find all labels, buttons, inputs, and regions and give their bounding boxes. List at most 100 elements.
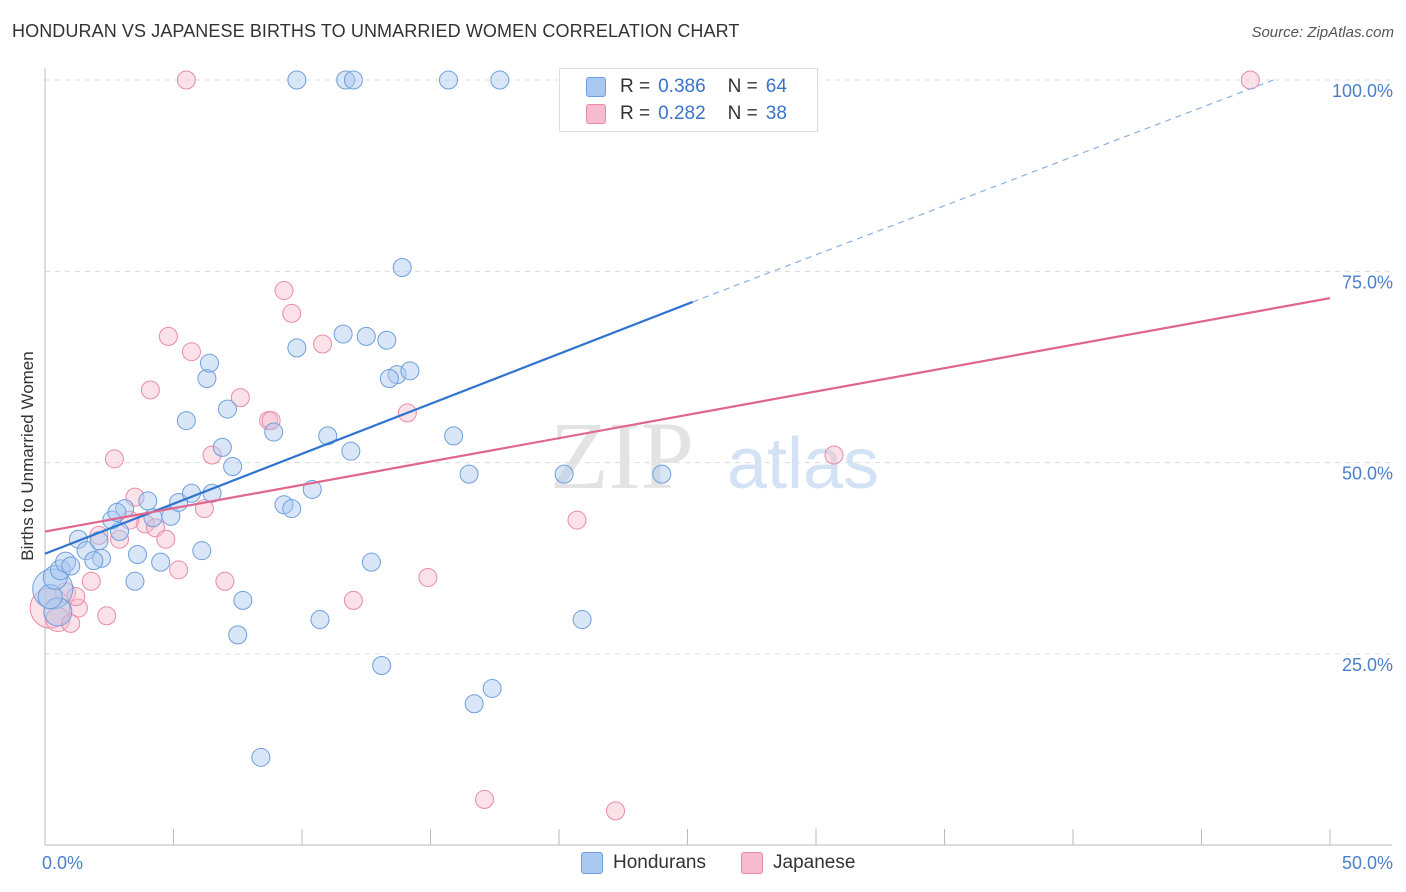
hondurans-point	[125, 571, 145, 591]
hondurans-point	[377, 330, 397, 350]
japanese-legend-label: Japanese	[773, 852, 856, 873]
series-legend: Hondurans Japanese	[0, 852, 1406, 876]
japanese-point	[176, 70, 196, 90]
japanese-trendline	[44, 297, 1331, 533]
hondurans-point	[251, 747, 271, 767]
japanese-point	[215, 571, 235, 591]
japanese-point	[824, 445, 844, 465]
chart-title: HONDURAN VS JAPANESE BIRTHS TO UNMARRIED…	[12, 21, 740, 41]
hondurans-point	[68, 529, 88, 549]
y-tick-label: 100.0%	[1332, 81, 1393, 101]
gridlines	[45, 79, 1392, 655]
japanese-point	[313, 334, 333, 354]
legend-n-label: N =	[727, 103, 758, 124]
hondurans-point	[138, 491, 158, 511]
japanese-point	[110, 529, 130, 549]
hondurans-point	[192, 541, 212, 561]
hondurans-point	[43, 597, 73, 627]
hondurans-point	[459, 464, 479, 484]
series-legend-japanese: Japanese	[741, 852, 855, 874]
hondurans-point	[444, 426, 464, 446]
japanese-point	[567, 510, 587, 530]
japanese-legend-swatch	[741, 852, 763, 874]
hondurans-point	[310, 610, 330, 630]
hondurans-point	[84, 551, 104, 571]
hondurans-point	[37, 584, 63, 610]
japanese-point	[202, 445, 222, 465]
hondurans-point	[228, 625, 248, 645]
hondurans-points	[32, 70, 672, 767]
japanese-point	[66, 587, 86, 607]
legend-r-label: R =	[620, 103, 651, 124]
hondurans-point	[464, 694, 484, 714]
hondurans-point	[128, 545, 148, 565]
legend-row-hondurans: R = 0.386 N = 64	[586, 75, 787, 99]
axes	[44, 68, 1392, 846]
japanese-point	[282, 303, 302, 323]
x-tick-label: 0.0%	[42, 853, 83, 873]
legend-row-japanese: R = 0.282 N = 38	[586, 102, 787, 126]
japanese-point	[68, 598, 88, 618]
hondurans-point	[212, 437, 232, 457]
hondurans-point	[652, 464, 672, 484]
hondurans-point	[379, 368, 399, 388]
hondurans-point	[287, 70, 307, 90]
hondurans-point	[572, 610, 592, 630]
hondurans-point	[264, 422, 284, 442]
x-tick-label: 50.0%	[1342, 853, 1393, 873]
hondurans-legend-swatch	[581, 852, 603, 874]
japanese-point	[61, 613, 81, 633]
japanese-point	[418, 567, 438, 587]
japanese-point	[140, 380, 160, 400]
japanese-point	[343, 590, 363, 610]
japanese-point	[474, 789, 494, 809]
japanese-point	[97, 606, 117, 626]
hondurans-point	[199, 353, 219, 373]
legend-r-value: 0.282	[658, 103, 706, 124]
hondurans-point	[554, 464, 574, 484]
hondurans-point	[490, 70, 510, 90]
trendlines	[44, 79, 1331, 555]
japanese-point	[181, 342, 201, 362]
japanese-point	[261, 411, 281, 431]
hondurans-point	[392, 258, 412, 278]
japanese-swatch	[586, 104, 606, 124]
japanese-point	[81, 571, 101, 591]
hondurans-point	[356, 326, 376, 346]
japanese-point	[158, 326, 178, 346]
legend-r-label: R =	[620, 76, 651, 97]
hondurans-trendline-extension	[692, 79, 1274, 303]
legend-n-value: 64	[765, 76, 787, 97]
hondurans-point	[61, 556, 81, 576]
hondurans-point	[223, 456, 243, 476]
hondurans-point	[197, 368, 217, 388]
hondurans-point	[151, 552, 171, 572]
correlation-legend: R = 0.386 N = 64 R = 0.282 N = 38	[559, 68, 818, 132]
y-tick-label: 25.0%	[1342, 655, 1393, 675]
hondurans-point	[76, 541, 96, 561]
series-legend-hondurans: Hondurans	[581, 852, 706, 874]
japanese-point	[230, 388, 250, 408]
hondurans-legend-label: Hondurans	[613, 852, 706, 873]
hondurans-swatch	[586, 77, 606, 97]
hondurans-point	[372, 655, 392, 675]
hondurans-point	[333, 324, 353, 344]
y-tick-label: 75.0%	[1342, 272, 1393, 292]
source-credit: Source: ZipAtlas.com	[1251, 24, 1394, 41]
japanese-point	[156, 529, 176, 549]
y-tick-label: 50.0%	[1342, 464, 1393, 484]
hondurans-point	[438, 70, 458, 90]
legend-n-value: 38	[765, 103, 787, 124]
hondurans-point	[336, 70, 356, 90]
japanese-point	[274, 280, 294, 300]
hondurans-point	[176, 411, 196, 431]
watermark: ZIP atlas	[550, 402, 879, 509]
hondurans-point	[343, 70, 363, 90]
tick-labels: 25.0% 50.0% 75.0% 100.0% 0.0% 50.0%	[42, 81, 1393, 873]
y-axis-label: Births to Unmarried Women	[18, 351, 37, 560]
japanese-point	[606, 801, 626, 821]
japanese-point	[169, 560, 189, 580]
hondurans-point	[302, 479, 322, 499]
hondurans-point	[341, 441, 361, 461]
watermark-atlas: atlas	[727, 424, 879, 504]
